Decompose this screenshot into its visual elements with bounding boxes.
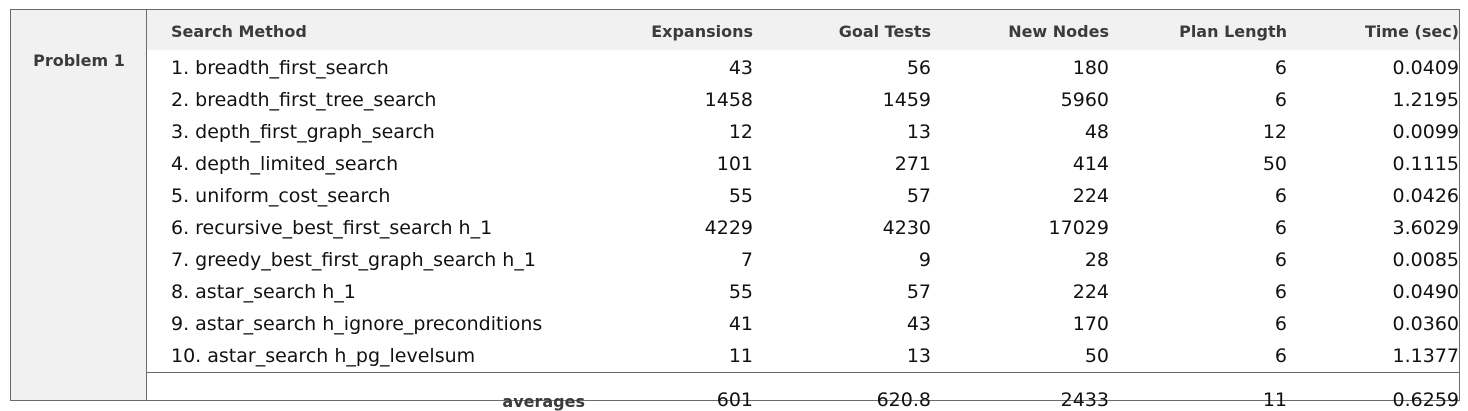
table-row: 7. greedy_best_first_graph_search h_1 7 … xyxy=(147,244,1459,276)
results-table: Search Method Expansions Goal Tests New … xyxy=(147,10,1459,411)
search-method-cell: 7. greedy_best_first_graph_search h_1 xyxy=(147,244,591,276)
search-method-cell: 9. astar_search h_ignore_preconditions xyxy=(147,308,591,340)
search-method-cell: 3. depth_first_graph_search xyxy=(147,116,591,148)
expansions-cell: 41 xyxy=(591,308,753,340)
expansions-cell: 43 xyxy=(591,52,753,84)
table-row: 8. astar_search h_1 55 57 224 6 0.0490 xyxy=(147,276,1459,308)
goal-tests-cell: 13 xyxy=(753,116,931,148)
goal-tests-cell: 57 xyxy=(753,276,931,308)
new-nodes-cell: 224 xyxy=(931,180,1109,212)
avg-goal-tests: 620.8 xyxy=(753,373,931,411)
plan-length-cell: 50 xyxy=(1109,148,1287,180)
avg-new-nodes: 2433 xyxy=(931,373,1109,411)
table-row: 1. breadth_first_search 43 56 180 6 0.04… xyxy=(147,52,1459,84)
time-cell: 3.6029 xyxy=(1287,212,1459,244)
avg-plan-length: 11 xyxy=(1109,373,1287,411)
plan-length-cell: 6 xyxy=(1109,52,1287,84)
new-nodes-cell: 28 xyxy=(931,244,1109,276)
search-method-cell: 5. uniform_cost_search xyxy=(147,180,591,212)
expansions-cell: 101 xyxy=(591,148,753,180)
goal-tests-cell: 9 xyxy=(753,244,931,276)
expansions-cell: 1458 xyxy=(591,84,753,116)
plan-length-cell: 6 xyxy=(1109,84,1287,116)
goal-tests-cell: 57 xyxy=(753,180,931,212)
goal-tests-cell: 43 xyxy=(753,308,931,340)
goal-tests-cell: 13 xyxy=(753,340,931,373)
search-method-cell: 6. recursive_best_first_search h_1 xyxy=(147,212,591,244)
goal-tests-cell: 56 xyxy=(753,52,931,84)
avg-expansions: 601 xyxy=(591,373,753,411)
time-cell: 0.0409 xyxy=(1287,52,1459,84)
new-nodes-cell: 414 xyxy=(931,148,1109,180)
time-cell: 0.0085 xyxy=(1287,244,1459,276)
time-cell: 0.0360 xyxy=(1287,308,1459,340)
time-cell: 1.1377 xyxy=(1287,340,1459,373)
search-method-cell: 4. depth_limited_search xyxy=(147,148,591,180)
table-row: 9. astar_search h_ignore_preconditions 4… xyxy=(147,308,1459,340)
goal-tests-cell: 271 xyxy=(753,148,931,180)
table-row: 2. breadth_first_tree_search 1458 1459 5… xyxy=(147,84,1459,116)
table-row: 10. astar_search h_pg_levelsum 11 13 50 … xyxy=(147,340,1459,373)
goal-tests-cell: 1459 xyxy=(753,84,931,116)
new-nodes-cell: 224 xyxy=(931,276,1109,308)
table-row: 6. recursive_best_first_search h_1 4229 … xyxy=(147,212,1459,244)
new-nodes-cell: 17029 xyxy=(931,212,1109,244)
problem-label: Problem 1 xyxy=(11,51,147,70)
plan-length-cell: 6 xyxy=(1109,244,1287,276)
time-cell: 0.1115 xyxy=(1287,148,1459,180)
results-table-frame: Problem 1 Search Method Expansions Goal … xyxy=(10,9,1460,401)
averages-label: averages xyxy=(147,373,591,411)
plan-length-cell: 6 xyxy=(1109,276,1287,308)
header-plan-length: Plan Length xyxy=(1109,10,1287,52)
avg-time: 0.6259 xyxy=(1287,373,1459,411)
search-method-cell: 10. astar_search h_pg_levelsum xyxy=(147,340,591,373)
header-expansions: Expansions xyxy=(591,10,753,52)
plan-length-cell: 6 xyxy=(1109,212,1287,244)
expansions-cell: 55 xyxy=(591,276,753,308)
time-cell: 1.2195 xyxy=(1287,84,1459,116)
new-nodes-cell: 50 xyxy=(931,340,1109,373)
header-new-nodes: New Nodes xyxy=(931,10,1109,52)
expansions-cell: 11 xyxy=(591,340,753,373)
problem-column: Problem 1 xyxy=(11,10,147,400)
search-method-cell: 8. astar_search h_1 xyxy=(147,276,591,308)
plan-length-cell: 6 xyxy=(1109,340,1287,373)
new-nodes-cell: 48 xyxy=(931,116,1109,148)
plan-length-cell: 6 xyxy=(1109,180,1287,212)
header-goal-tests: Goal Tests xyxy=(753,10,931,52)
time-cell: 0.0099 xyxy=(1287,116,1459,148)
new-nodes-cell: 170 xyxy=(931,308,1109,340)
goal-tests-cell: 4230 xyxy=(753,212,931,244)
search-method-cell: 2. breadth_first_tree_search xyxy=(147,84,591,116)
table-row: 4. depth_limited_search 101 271 414 50 0… xyxy=(147,148,1459,180)
header-time: Time (sec) xyxy=(1287,10,1459,52)
time-cell: 0.0490 xyxy=(1287,276,1459,308)
new-nodes-cell: 5960 xyxy=(931,84,1109,116)
time-cell: 0.0426 xyxy=(1287,180,1459,212)
averages-row: averages 601 620.8 2433 11 0.6259 xyxy=(147,373,1459,411)
header-search-method: Search Method xyxy=(147,10,591,52)
table-row: 5. uniform_cost_search 55 57 224 6 0.042… xyxy=(147,180,1459,212)
table-row: 3. depth_first_graph_search 12 13 48 12 … xyxy=(147,116,1459,148)
expansions-cell: 12 xyxy=(591,116,753,148)
search-method-cell: 1. breadth_first_search xyxy=(147,52,591,84)
plan-length-cell: 6 xyxy=(1109,308,1287,340)
plan-length-cell: 12 xyxy=(1109,116,1287,148)
expansions-cell: 55 xyxy=(591,180,753,212)
expansions-cell: 7 xyxy=(591,244,753,276)
new-nodes-cell: 180 xyxy=(931,52,1109,84)
expansions-cell: 4229 xyxy=(591,212,753,244)
header-row: Search Method Expansions Goal Tests New … xyxy=(147,10,1459,52)
